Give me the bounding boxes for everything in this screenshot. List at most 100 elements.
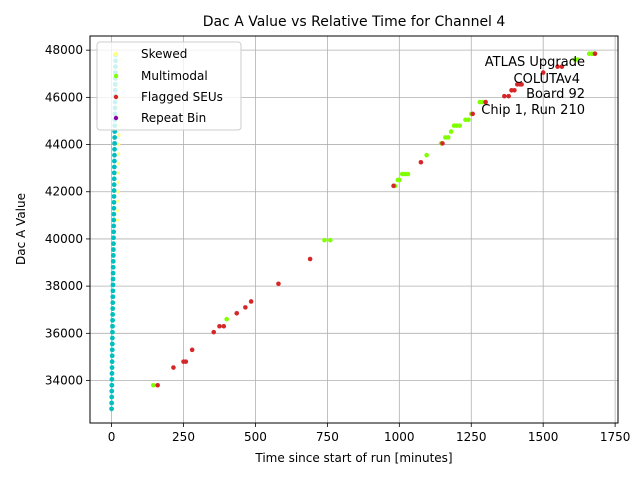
base-point [110,247,116,252]
multimodal-point [445,135,451,140]
flagged-seus-point [171,365,176,370]
axis-ticks: 0 250 500 750 1000 1250 1500 1750 34000 36000 3800… [45,43,631,444]
multimodal-point [405,171,411,177]
legend-marker-repeat-bin [113,115,119,121]
y-tick-label: 48000 [45,43,83,57]
base-point [112,152,117,158]
y-tick-label: 44000 [45,138,83,152]
annotation-line-4: Chip 1, Run 210 [481,103,585,118]
flagged-seus-point [483,99,488,105]
flagged-seus-point [234,310,240,316]
base-point [109,335,115,341]
flagged-seus-point [211,329,217,335]
x-tick-label: 250 [172,430,195,444]
base-point [110,312,116,317]
flagged-seus-point [592,51,598,56]
multimodal-point [397,177,402,183]
base-point [111,223,117,229]
legend: Skewed Multimodal Flagged SEUs Repeat Bi… [96,41,242,131]
skewed-point [116,218,120,222]
base-point [110,317,115,323]
multimodal-point [448,129,454,134]
flagged-seus-point [512,87,517,93]
base-point [109,394,115,400]
skewed-point [116,209,120,213]
x-tick-label: 1000 [384,430,415,444]
flagged-seus-point [555,64,560,69]
skewed-point [117,152,121,156]
base-point [111,235,116,241]
flagged-seus-point [418,159,424,165]
x-tick-label: 0 [108,430,116,444]
base-point [110,323,115,329]
base-point [112,146,117,152]
legend-marker-flagged-seus [113,94,119,100]
x-tick-label: 1750 [600,430,631,444]
skewed-point [116,190,120,194]
flagged-seus-point [276,281,281,287]
y-tick-label: 34000 [45,374,83,388]
skewed-point [116,161,121,166]
base-point [110,270,116,276]
multimodal-point [466,117,471,123]
multimodal-point [224,316,229,322]
skewed-point [116,171,121,175]
y-tick-label: 46000 [45,90,83,104]
base-point [110,276,116,282]
base-point [111,241,116,247]
base-point [110,306,116,311]
base-point [111,205,117,211]
skewed-point [117,133,121,137]
base-point [109,388,115,394]
base-point [111,211,117,217]
base-point [109,347,115,353]
base-point [112,140,118,146]
base-point [109,406,114,412]
legend-label-flagged-seus: Flagged SEUs [141,90,223,104]
legend-box [96,41,242,131]
base-point [111,164,117,170]
base-point [110,294,116,300]
base-point [109,400,115,406]
annotation-line-2: COLUTAv4 [514,72,580,87]
base-point [109,382,115,388]
y-tick-label: 42000 [45,185,83,199]
base-point [110,282,116,288]
skewed-point [117,142,121,147]
legend-label-multimodal: Multimodal [141,69,208,83]
skewed-point [116,199,120,203]
flagged-seus-point [502,93,507,99]
y-tick-label: 38000 [45,279,83,293]
base-point [112,158,117,164]
base-point [109,359,115,365]
base-point [110,329,115,335]
base-point [110,258,116,264]
flagged-seus-point [221,323,227,329]
base-point [111,170,117,176]
flagged-seus-point [540,70,546,75]
x-tick-label: 1500 [528,430,559,444]
base-point [110,288,116,294]
base-point [112,135,118,140]
y-axis-label: Dac A Value [14,193,28,265]
x-tick-label: 750 [316,430,339,444]
flagged-seus-point [183,359,189,364]
multimodal-point [575,57,581,62]
legend-label-repeat-bin: Repeat Bin [141,111,206,125]
flagged-seus-point [155,382,160,388]
annotation-line-1: ATLAS Upgrade [485,55,585,70]
plot-frame [89,35,619,424]
chart-annotation: ATLAS Upgrade COLUTAv4 Board 92 Chip 1, … [481,55,585,118]
flagged-seus-point [559,64,565,69]
multimodal-point [322,237,327,243]
flagged-seus-point [519,82,524,87]
base-point [111,194,117,199]
legend-label-skewed: Skewed [141,47,187,61]
flagged-seus-point [440,141,445,146]
x-tick-label: 500 [244,430,267,444]
multimodal-point [424,152,429,158]
base-point [111,188,117,193]
base-point [110,253,116,258]
multimodal-point [457,123,463,128]
